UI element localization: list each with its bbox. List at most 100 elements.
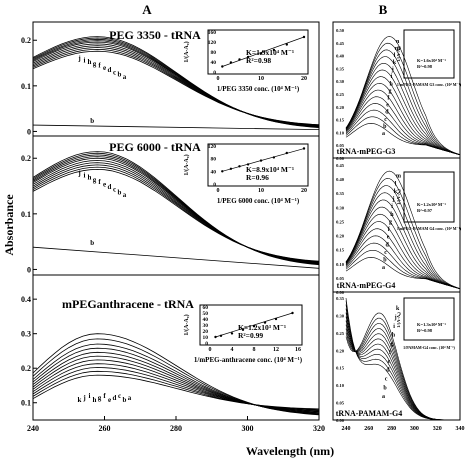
- y-tick-label-A-mid-0: 0: [27, 265, 31, 274]
- curve-label-B-top-f: f: [387, 96, 390, 102]
- curve-label-A-bot-b: b: [123, 396, 127, 404]
- curve-label-B-top-c: c: [384, 117, 387, 123]
- spectrum-line-A-bot-i: [32, 343, 320, 414]
- inset-xlabel-mpeganthracene: 1/mPEG-anthracene conc. (10⁴ M⁻¹): [194, 356, 303, 364]
- inset-y-tick-A-top-160: 160: [208, 30, 217, 36]
- inset-ylabel-peg6000: 1/(A-A₀): [183, 154, 190, 175]
- inset-x-tick-A-mid-20: 20: [301, 188, 307, 194]
- curve-label-B-bot-b: b: [383, 385, 387, 391]
- y-tick-label-B-mid-0.00: 0.00: [336, 290, 345, 295]
- spectrum-line-A-top-a: [32, 50, 320, 126]
- inset-ylabel-trna-mpeg-g4: 1/(A-A₀): [396, 189, 401, 205]
- y-tick-label-B-top-0.10: 0.10: [336, 130, 345, 135]
- curve-label-B-top-d: d: [385, 110, 389, 116]
- spectrum-line-B-mid-m: [345, 170, 461, 289]
- inset-ylabel-mpeganthracene: 1/(A-A₀): [183, 314, 190, 335]
- inset-xlabel-peg3350: 1/PEG 3350 conc. (10⁴ M⁻¹): [217, 85, 300, 93]
- inset-y-tick-A-bot-40: 40: [203, 317, 209, 323]
- inset-annotation-r-trna-mpeg-g4: R²=0.97: [417, 208, 433, 213]
- inset-y-tick-A-bot-50: 50: [203, 311, 209, 317]
- curve-label-A-mid-i: i: [84, 172, 86, 180]
- curve-label-B-mid-i: i: [391, 204, 393, 210]
- curve-label-B-bot-f: f: [389, 350, 392, 356]
- y-tick-label-B-top-0.40: 0.40: [336, 54, 345, 59]
- curve-label-A-bot-d: d: [113, 394, 117, 402]
- inset-annotation-k-trna-mpeg-g4: K=1.2x10⁴ M⁻¹: [417, 202, 447, 207]
- curve-label-B-bot-e: e: [388, 359, 391, 365]
- inset-xlabel-trna-pamam-g4: 1/PAMAM-G4 conc. (10⁴ M⁻¹): [403, 345, 455, 350]
- baseline-label-A-top: b: [90, 117, 94, 125]
- curve-label-A-top-a: a: [123, 73, 127, 81]
- curve-label-A-bot-a: a: [128, 394, 132, 402]
- curve-label-A-bot-h: h: [93, 396, 97, 404]
- y-axis-label: Absorbance: [2, 194, 16, 256]
- spectrum-line-A-bot-b: [32, 370, 320, 410]
- curve-label-A-bot-i: i: [89, 392, 91, 400]
- curve-label-B-top-j: j: [391, 67, 394, 73]
- curve-label-A-mid-g: g: [93, 176, 97, 184]
- spectrum-line-B-top-n: [345, 36, 461, 155]
- curve-label-B-mid-d: d: [386, 242, 390, 248]
- y-tick-label-A-mid-0.2: 0.2: [21, 154, 31, 163]
- spectrum-line-B-top-l: [345, 49, 461, 155]
- inset-y-tick-A-top-40: 40: [211, 60, 217, 66]
- y-tick-label-A-top-0.2: 0.2: [21, 36, 31, 45]
- x-tick-label-b-300: 300: [410, 426, 419, 432]
- inset-annotation-r-trna-mpeg-g3: R²=0.98: [417, 64, 433, 69]
- curve-label-B-bot-a: a: [382, 394, 385, 400]
- curve-label-A-bot-c: c: [118, 392, 121, 400]
- spectrum-line-B-mid-i: [345, 199, 461, 289]
- inset-frame-mpeganthracene: [199, 304, 303, 346]
- inset-x-tick-A-top-10: 10: [258, 76, 264, 82]
- baseline-line-A-top: [32, 124, 320, 131]
- curve-label-B-bot-d: d: [386, 368, 390, 374]
- y-tick-label-B-top-0.45: 0.45: [336, 41, 345, 46]
- curve-label-B-mid-k: k: [394, 189, 398, 195]
- inset-y-tick-A-mid-40: 40: [211, 169, 217, 175]
- spectrum-line-B-top-m: [345, 42, 461, 155]
- y-tick-label-A-bot-0.2: 0.2: [21, 364, 31, 373]
- y-tick-label-B-bot-0.00: 0.00: [336, 418, 345, 423]
- inset-frame-peg6000: [207, 143, 309, 187]
- curve-label-A-mid-h: h: [88, 174, 92, 182]
- y-tick-label-A-bot-0.4: 0.4: [21, 295, 31, 304]
- curve-label-A-mid-b: b: [118, 188, 122, 196]
- inset-y-tick-A-bot-30: 30: [203, 323, 209, 329]
- curve-label-B-mid-c: c: [384, 250, 387, 256]
- curve-label-B-mid-e: e: [387, 235, 390, 241]
- curve-label-B-top-k: k: [393, 60, 397, 66]
- inset-y-tick-A-mid-0: 0: [213, 182, 216, 188]
- y-tick-label-B-bot-0.15: 0.15: [336, 366, 345, 371]
- inset-xlabel-peg6000: 1/PEG 6000 conc. (10⁴ M⁻¹): [217, 197, 300, 205]
- curve-label-A-mid-j: j: [77, 170, 80, 178]
- x-tick-label-b-280: 280: [387, 426, 396, 432]
- spectrum-line-B-bot-a: [345, 297, 460, 421]
- inset-y-tick-A-top-0: 0: [213, 70, 216, 76]
- y-tick-label-A-top-0.1: 0.1: [21, 82, 31, 91]
- curve-label-B-mid-j: j: [392, 197, 395, 203]
- curve-label-B-top-n: n: [396, 39, 400, 45]
- curve-label-A-bot-f: f: [103, 392, 106, 400]
- chart-title-peg6000: PEG 6000 - tRNA: [109, 140, 201, 154]
- curve-label-A-mid-d: d: [108, 183, 112, 191]
- curve-label-A-mid-c: c: [113, 186, 116, 194]
- y-tick-label-B-top-0.05: 0.05: [336, 143, 345, 148]
- curve-label-A-top-i: i: [84, 56, 86, 64]
- curve-label-B-mid-a: a: [382, 265, 385, 271]
- curve-label-A-mid-a: a: [123, 191, 127, 199]
- inset-frame-peg3350: [207, 29, 309, 75]
- inset-fit-line-A-bot: [215, 312, 293, 338]
- inset-point-A-bot-4: [252, 325, 256, 328]
- spectrum-line-A-mid-a: [32, 168, 320, 262]
- inset-annotation-r-mpeganthracene: R²=0.99: [238, 331, 263, 340]
- spectrum-line-B-top-k: [345, 56, 461, 155]
- inset-x-tick-A-bot-0: 0: [209, 347, 212, 353]
- spectrum-line-B-mid-j: [345, 192, 461, 289]
- y-tick-label-B-mid-0.40: 0.40: [336, 177, 345, 182]
- inset-y-tick-A-bot-0: 0: [205, 341, 208, 347]
- inset-y-tick-A-bot-10: 10: [203, 335, 209, 341]
- inset-y-tick-A-mid-80: 80: [211, 157, 217, 163]
- curve-label-B-bot-h: h: [392, 333, 396, 339]
